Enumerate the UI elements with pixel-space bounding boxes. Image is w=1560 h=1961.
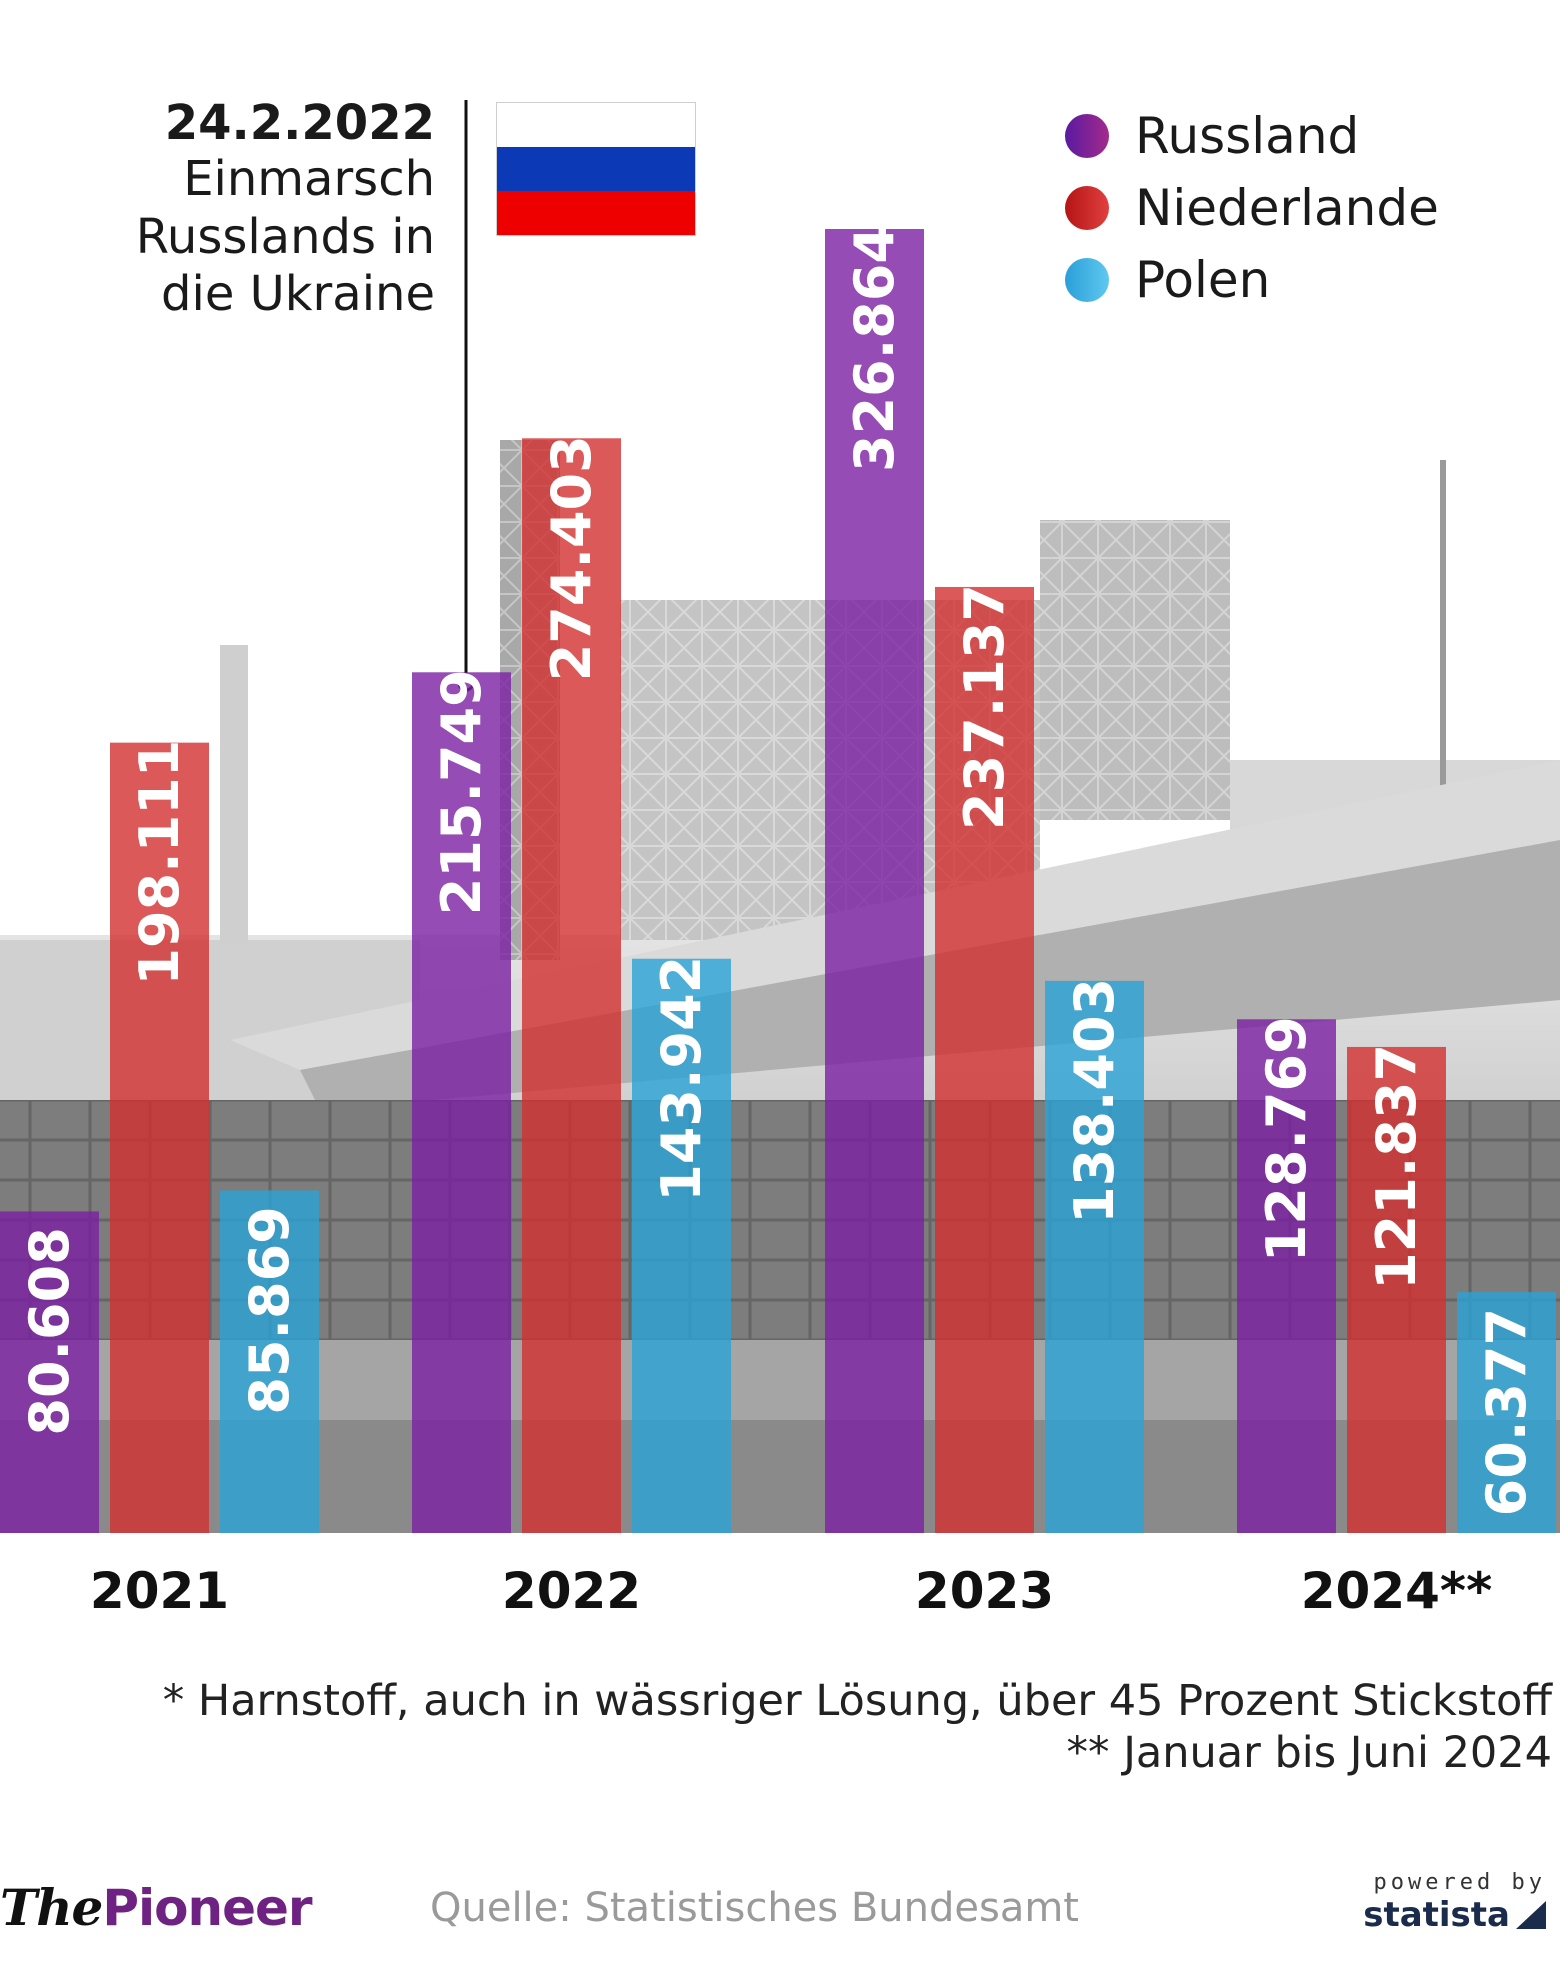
bar-value-label: 80.608	[18, 1227, 81, 1435]
footnote-2: ** Januar bis Juni 2024	[1066, 1728, 1552, 1779]
brand-logo: ThePioneer	[0, 1878, 313, 1937]
annotation-text: Einmarsch Russlands in die Ukraine	[135, 151, 435, 323]
x-tick-label: 2022	[502, 1562, 641, 1620]
bar-value-label: 128.769	[1255, 1016, 1318, 1262]
bar-niederlande-2021	[110, 742, 209, 1533]
bar-polen-2024	[1457, 1292, 1556, 1533]
footnote-1: * Harnstoff, auch in wässriger Lösung, ü…	[162, 1676, 1552, 1726]
x-tick-label: 2023	[915, 1562, 1054, 1620]
source-note: Quelle: Statistisches Bundesamt	[430, 1885, 1079, 1931]
bar-value-label: 121.837	[1365, 1044, 1428, 1290]
legend-item-russland: Russland	[1065, 100, 1439, 172]
bar-value-label: 143.942	[650, 956, 713, 1202]
statista-logo: powered by statista	[1363, 1870, 1546, 1935]
bars-layer: 80.608 198.111 85.869 2021 215.749 274.403 143…	[0, 226, 1556, 1620]
legend: Russland Niederlande Polen	[1065, 100, 1439, 316]
bar-polen-2021	[220, 1190, 319, 1533]
x-tick-label: 2024**	[1301, 1562, 1492, 1620]
bar-russland-2022	[412, 672, 511, 1533]
bar-value-label: 274.403	[540, 435, 603, 681]
russia-flag-icon	[497, 103, 695, 235]
flag-stripe-blue	[497, 147, 695, 191]
bar-value-label: 326.864	[843, 226, 906, 472]
bar-polen-2023	[1045, 980, 1144, 1533]
statista-wordmark: statista	[1363, 1895, 1546, 1935]
flag-stripe-white	[497, 103, 695, 147]
bar-value-label: 198.111	[128, 740, 191, 986]
annotation-date: 24.2.2022	[164, 95, 435, 151]
brand-part1: The	[0, 1878, 103, 1937]
bar-niederlande-2023	[935, 586, 1034, 1533]
legend-item-niederlande: Niederlande	[1065, 172, 1439, 244]
bar-value-label: 237.137	[953, 584, 1016, 830]
bar-niederlande-2024	[1347, 1046, 1446, 1533]
legend-item-polen: Polen	[1065, 244, 1439, 316]
brand-part2: Pioneer	[102, 1879, 312, 1937]
bar-value-label: 138.403	[1063, 978, 1126, 1224]
bar-russland-2024	[1237, 1019, 1336, 1533]
bar-niederlande-2022	[522, 438, 621, 1533]
x-tick-label: 2021	[90, 1562, 229, 1620]
legend-dot-icon	[1065, 258, 1109, 302]
annotation-line	[457, 100, 475, 692]
footnotes: * Harnstoff, auch in wässriger Lösung, ü…	[163, 1675, 1552, 1780]
bar-russland-2023	[825, 229, 924, 1533]
bar-russland-2021	[0, 1211, 99, 1533]
legend-label: Niederlande	[1135, 179, 1439, 237]
statista-name: statista	[1363, 1895, 1510, 1935]
legend-dot-icon	[1065, 114, 1109, 158]
invasion-annotation: 24.2.2022 Einmarsch Russlands in die Ukr…	[35, 95, 435, 324]
legend-label: Polen	[1135, 251, 1271, 309]
legend-label: Russland	[1135, 107, 1360, 165]
bar-value-label: 215.749	[430, 669, 493, 915]
statista-mark-icon	[1516, 1901, 1546, 1929]
flag-stripe-red	[497, 191, 695, 235]
bar-polen-2022	[632, 958, 731, 1533]
bar-value-label: 85.869	[238, 1206, 301, 1414]
powered-by-text: powered by	[1373, 1870, 1546, 1895]
bar-value-label: 60.377	[1475, 1308, 1538, 1516]
legend-dot-icon	[1065, 186, 1109, 230]
